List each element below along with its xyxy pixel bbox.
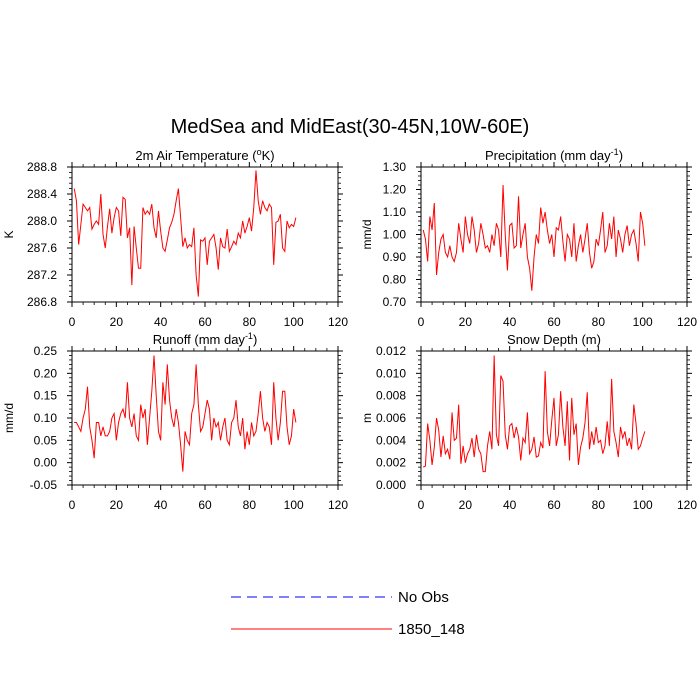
y-tick-label: 0.80 — [383, 273, 407, 287]
legend: No Obs 1850_148 — [231, 589, 465, 638]
y-tick-label: 0.70 — [383, 295, 407, 309]
y-tick-label: 288.0 — [27, 214, 57, 228]
y-tick-label: 0.20 — [34, 366, 58, 380]
x-tick-label: 20 — [110, 315, 124, 329]
series-line-1850_148 — [422, 184, 646, 291]
y-tick-label: 286.8 — [27, 295, 57, 309]
x-tick-label: 0 — [69, 315, 76, 329]
x-tick-label: 20 — [110, 498, 124, 512]
x-tick-label: 60 — [198, 498, 212, 512]
y-tick-label: 288.8 — [27, 160, 57, 174]
x-tick-label: 100 — [284, 498, 304, 512]
y-tick-label: 0.000 — [376, 478, 406, 492]
panel-title: Runoff (mm day-1) — [153, 331, 258, 347]
y-tick-label: -0.05 — [30, 478, 58, 492]
plot-frame — [420, 350, 688, 486]
legend-label: No Obs — [398, 589, 449, 606]
x-tick-label: 40 — [503, 315, 517, 329]
panel-title: 2m Air Temperature (oK) — [135, 147, 274, 163]
x-tick-label: 120 — [328, 315, 348, 329]
y-tick-label: 287.2 — [27, 268, 57, 282]
series-line-1850_148 — [74, 355, 297, 472]
y-axis-label: K — [2, 230, 16, 238]
panel-snow: Snow Depth (m) m 0.000 0.002 0.004 0.006 0.008… — [360, 332, 697, 512]
y-tick-label: 0.90 — [383, 250, 407, 264]
y-tick-label: 0.006 — [376, 411, 406, 425]
y-axis-label: mm/d — [360, 220, 374, 250]
y-tick-label: 0.00 — [34, 456, 58, 470]
figure-title: MedSea and MidEast(30-45N,10W-60E) — [171, 116, 530, 138]
y-tick-label: 1.10 — [383, 205, 407, 219]
x-tick-label: 80 — [243, 498, 257, 512]
y-tick-label: 0.008 — [376, 389, 406, 403]
x-tick-label: 0 — [69, 498, 76, 512]
x-tick-label: 0 — [418, 315, 425, 329]
panel-title: Snow Depth (m) — [507, 332, 601, 347]
x-tick-label: 0 — [418, 498, 425, 512]
y-tick-label: 0.004 — [376, 433, 406, 447]
panel-precipitation: Precipitation (mm day-1) mm/d 0.70 0.80 0.90… — [360, 147, 697, 329]
plot-frame — [71, 166, 339, 303]
y-tick-label: 0.25 — [34, 344, 58, 358]
x-tick-label: 20 — [459, 498, 473, 512]
x-tick-label: 100 — [633, 315, 653, 329]
x-tick-label: 20 — [459, 315, 473, 329]
y-tick-label: 0.05 — [34, 433, 58, 447]
y-axis-label: mm/d — [2, 403, 16, 433]
x-tick-label: 120 — [677, 498, 697, 512]
y-tick-label: 0.012 — [376, 344, 406, 358]
x-tick-label: 40 — [154, 498, 168, 512]
x-tick-label: 120 — [328, 498, 348, 512]
y-tick-label: 0.10 — [34, 411, 58, 425]
y-axis-label: m — [360, 413, 374, 423]
x-tick-label: 60 — [547, 315, 561, 329]
panel-title: Precipitation (mm day-1) — [485, 147, 623, 163]
panel-runoff: Runoff (mm day-1) mm/d -0.05 0.00 0.05 0.10 0.… — [2, 331, 348, 512]
x-tick-label: 80 — [243, 315, 257, 329]
x-tick-label: 60 — [547, 498, 561, 512]
x-tick-label: 40 — [503, 498, 517, 512]
x-tick-label: 80 — [592, 315, 606, 329]
panels: 2m Air Temperature (oK) K 286.8 287.2 287.6 2… — [2, 147, 697, 512]
series-line-1850_148 — [73, 170, 297, 297]
y-tick-label: 1.20 — [383, 183, 407, 197]
panel-temperature: 2m Air Temperature (oK) K 286.8 287.2 287.6 2… — [2, 147, 348, 329]
x-tick-label: 60 — [198, 315, 212, 329]
plot-frame — [420, 166, 688, 303]
y-tick-label: 288.4 — [27, 187, 57, 201]
x-tick-label: 40 — [154, 315, 168, 329]
plot-frame — [71, 350, 339, 486]
legend-label: 1850_148 — [398, 621, 465, 638]
y-tick-label: 0.15 — [34, 389, 58, 403]
x-tick-label: 80 — [592, 498, 606, 512]
series-line-1850_148 — [422, 355, 646, 473]
y-tick-label: 1.30 — [383, 160, 407, 174]
y-tick-label: 0.002 — [376, 456, 406, 470]
x-tick-label: 100 — [633, 498, 653, 512]
y-tick-label: 0.010 — [376, 366, 406, 380]
x-tick-label: 100 — [284, 315, 304, 329]
y-tick-label: 287.6 — [27, 241, 57, 255]
y-tick-label: 1.00 — [383, 228, 407, 242]
x-tick-label: 120 — [677, 315, 697, 329]
